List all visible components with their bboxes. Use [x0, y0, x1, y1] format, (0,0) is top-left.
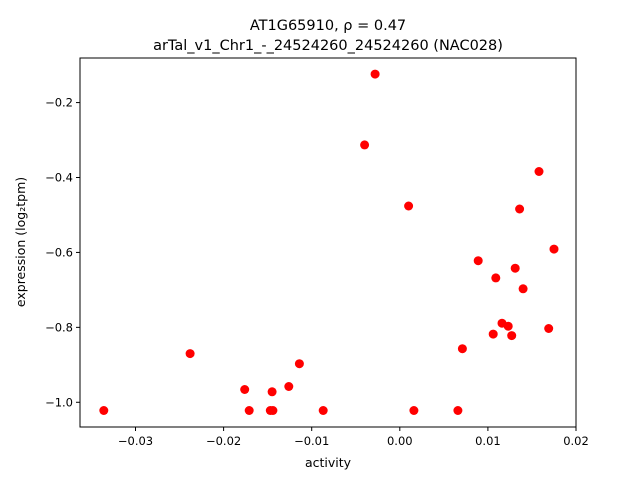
x-tick-label: −0.02: [206, 434, 241, 448]
data-point: [549, 244, 559, 254]
y-tick-label: −0.4: [45, 171, 73, 185]
data-point: [294, 359, 304, 369]
data-point: [404, 201, 414, 211]
x-axis-label: activity: [305, 455, 352, 470]
data-point: [491, 273, 501, 283]
data-point: [244, 406, 254, 415]
x-tick-label: −0.03: [118, 434, 153, 448]
plot-frame: [79, 57, 577, 428]
y-tick-label: −1.0: [45, 395, 73, 409]
data-point: [268, 406, 278, 415]
chart-title-line2: arTal_v1_Chr1_-_24524260_24524260 (NAC02…: [153, 38, 503, 54]
data-point: [507, 331, 517, 341]
x-tick-label: 0.01: [475, 434, 501, 448]
data-point: [457, 344, 467, 354]
data-point: [473, 256, 483, 266]
data-point: [284, 382, 294, 391]
data-point: [99, 406, 109, 415]
data-point: [185, 349, 195, 359]
y-axis-ticks: −1.0 −0.8 −0.6 −0.4 −0.2: [45, 96, 80, 409]
data-point: [240, 385, 250, 394]
data-point: [370, 69, 380, 79]
y-tick-label: −0.6: [45, 245, 73, 259]
data-point: [267, 387, 277, 397]
y-axis-label: expression (log₂tpm): [13, 177, 28, 307]
data-point: [360, 140, 370, 150]
data-points: [99, 69, 559, 415]
data-point: [510, 263, 520, 273]
data-point: [318, 406, 328, 415]
data-point: [515, 204, 525, 214]
chart-title-line1: AT1G65910, ρ = 0.47: [250, 18, 406, 34]
data-point: [488, 329, 498, 339]
data-point: [534, 167, 544, 176]
data-point: [544, 324, 554, 333]
data-point: [453, 406, 463, 415]
x-tick-label: 0.02: [563, 434, 589, 448]
data-point: [503, 321, 513, 331]
data-point: [409, 406, 419, 415]
data-point: [518, 284, 528, 294]
y-tick-label: −0.2: [45, 96, 73, 110]
x-axis-ticks: −0.03 −0.02 −0.01 0.00 0.01 0.02: [118, 427, 589, 448]
x-tick-label: −0.01: [294, 434, 329, 448]
y-tick-label: −0.8: [45, 320, 73, 334]
x-tick-label: 0.00: [387, 434, 413, 448]
